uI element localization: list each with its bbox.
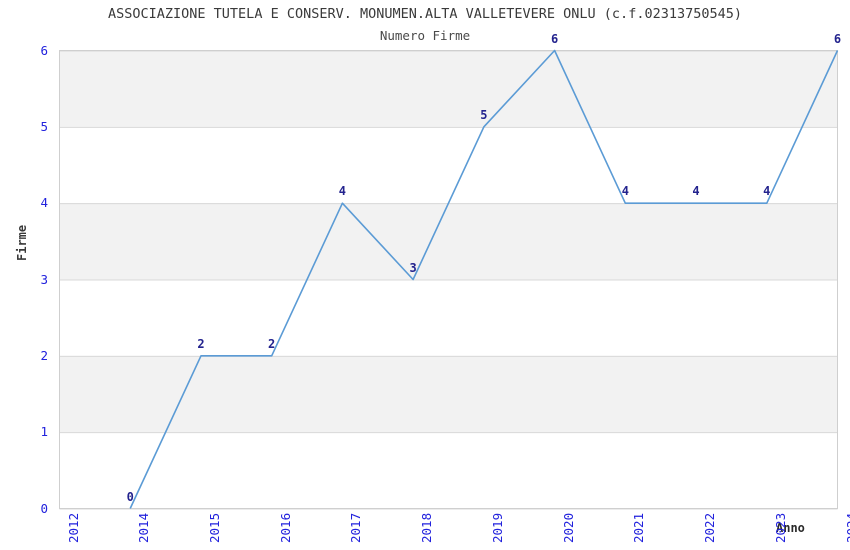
- data-point-label: 4: [763, 184, 771, 199]
- y-tick-label: 2: [40, 347, 48, 363]
- x-tick-label: 2015: [206, 512, 222, 543]
- x-tick-label: 2019: [489, 512, 505, 543]
- data-point-label: 2: [268, 336, 276, 351]
- x-axis-title: Anno: [776, 521, 805, 535]
- chart-subtitle: Numero Firme: [379, 28, 471, 43]
- x-tick-label: 2023: [772, 512, 788, 543]
- x-tick-label: 2018: [419, 512, 435, 543]
- y-tick-label: 6: [40, 42, 48, 58]
- chart-title: ASSOCIAZIONE TUTELA E CONSERV. MONUMEN.A…: [108, 6, 742, 22]
- y-tick-label: 1: [40, 424, 48, 440]
- x-tick-label: 2014: [136, 512, 152, 543]
- x-tick-label: 2024: [843, 512, 850, 543]
- data-point-label: 2: [197, 336, 205, 351]
- y-tick-label: 3: [40, 271, 48, 287]
- x-tick-label: 2020: [560, 512, 576, 543]
- data-line: [129, 49, 839, 509]
- y-tick-label: 5: [40, 118, 48, 134]
- x-tick-label: 2021: [631, 512, 647, 543]
- data-point-label: 6: [550, 31, 559, 46]
- y-tick-label: 4: [40, 195, 48, 211]
- plot-area-border: [59, 50, 838, 509]
- x-tick-label: 2016: [277, 512, 293, 543]
- y-tick-label: 0: [40, 500, 48, 516]
- data-point-label: 4: [621, 184, 629, 199]
- data-point-label: 0: [126, 489, 134, 504]
- data-point-label: 5: [480, 107, 488, 122]
- x-tick-label: 2022: [702, 512, 718, 543]
- data-point-label: 6: [833, 31, 842, 46]
- data-point-label: 4: [692, 184, 700, 199]
- x-tick-label: 2017: [348, 512, 364, 543]
- x-tick-label: 2012: [65, 512, 81, 543]
- data-point-label: 4: [338, 184, 347, 199]
- grid-bands: [59, 50, 838, 433]
- data-point-label: 3: [409, 260, 417, 275]
